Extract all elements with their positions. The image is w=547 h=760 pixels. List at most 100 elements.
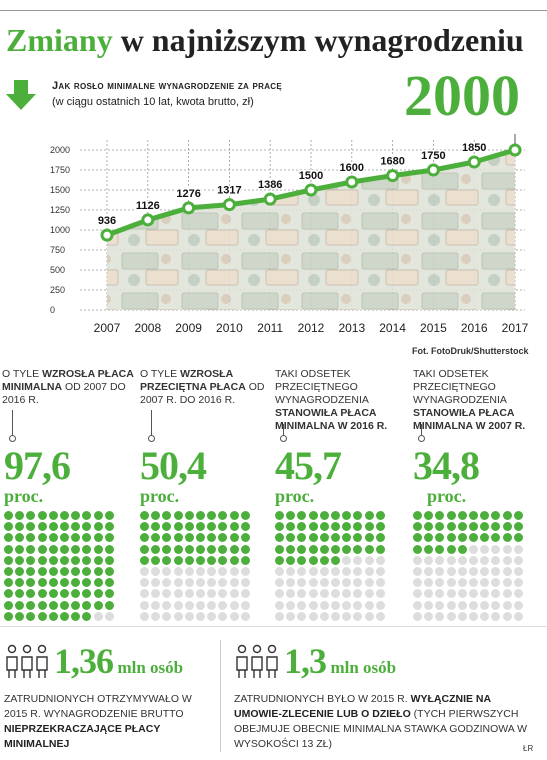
- waffle-dot-empty: [297, 589, 307, 599]
- waffle-dot-empty: [240, 611, 250, 621]
- waffle-dot-empty: [330, 600, 340, 610]
- waffle-grid: [413, 511, 525, 623]
- y-tick-label: 2000: [50, 145, 70, 155]
- waffle-dot-empty: [491, 555, 501, 565]
- waffle-dot-filled: [275, 544, 284, 554]
- waffle-dot-filled: [104, 600, 114, 610]
- waffle-dot-filled: [71, 544, 81, 554]
- waffle-dot-empty: [446, 578, 456, 588]
- fact-description: Zatrudnionych było w 2015 r. wyłącznie n…: [234, 693, 528, 750]
- waffle-dot-empty: [330, 566, 340, 576]
- waffle-dot-empty: [364, 589, 374, 599]
- waffle-dot-empty: [342, 578, 352, 588]
- waffle-dot-empty: [140, 566, 149, 576]
- waffle-dot-filled: [457, 511, 467, 520]
- waffle-dot-filled: [71, 578, 81, 588]
- waffle-dot-empty: [286, 578, 296, 588]
- y-tick-label: 750: [50, 245, 65, 255]
- waffle-dot-empty: [375, 578, 385, 588]
- waffle-dot-filled: [308, 544, 318, 554]
- waffle-dot-filled: [93, 555, 103, 565]
- waffle-dot-filled: [195, 544, 205, 554]
- stat-block-2: O tyle wzrosła przeciętna płaca od 2007 …: [140, 368, 275, 621]
- waffle-dot-filled: [48, 589, 58, 599]
- waffle-dot-empty: [424, 611, 434, 621]
- people-icon: [6, 644, 48, 678]
- waffle-dot-empty: [491, 611, 501, 621]
- waffle-dot-filled: [330, 533, 340, 543]
- title-rest: w najniższym wynagrodzeniu: [112, 22, 524, 58]
- pointer-line: [12, 410, 13, 438]
- stat-description: O tyle wzrosła przeciętna płaca od 2007 …: [140, 368, 265, 406]
- waffle-dot-empty: [480, 589, 490, 599]
- waffle-dot-filled: [162, 533, 172, 543]
- waffle-dot-filled: [48, 600, 58, 610]
- waffle-dot-empty: [93, 611, 103, 621]
- waffle-dot-empty: [319, 578, 329, 588]
- y-tick-label: 1500: [50, 185, 70, 195]
- waffle-dot-empty: [286, 611, 296, 621]
- waffle-dot-empty: [207, 600, 217, 610]
- waffle-dot-filled: [93, 511, 103, 520]
- waffle-dot-filled: [4, 589, 13, 599]
- waffle-dot-empty: [240, 600, 250, 610]
- waffle-dot-filled: [413, 533, 422, 543]
- waffle-dot-filled: [4, 566, 13, 576]
- waffle-dot-filled: [26, 533, 36, 543]
- waffle-dot-filled: [502, 522, 512, 532]
- waffle-dot-filled: [286, 511, 296, 520]
- stat-unit: proc.: [4, 486, 44, 506]
- data-label: 1317: [217, 185, 241, 197]
- waffle-dot-filled: [435, 511, 445, 520]
- waffle-dot-filled: [297, 533, 307, 543]
- waffle-dot-filled: [184, 511, 194, 520]
- waffle-dot-filled: [82, 555, 92, 565]
- waffle-dot-empty: [413, 566, 422, 576]
- waffle-dot-empty: [435, 611, 445, 621]
- chart-subtitle: (w ciągu ostatnich 10 lat, kwota brutto,…: [52, 96, 254, 108]
- waffle-dot-filled: [480, 522, 490, 532]
- waffle-dot-filled: [240, 511, 250, 520]
- waffle-dot-filled: [59, 522, 69, 532]
- waffle-dot-filled: [140, 555, 149, 565]
- waffle-dot-empty: [140, 578, 149, 588]
- waffle-dot-empty: [364, 566, 374, 576]
- waffle-dot-filled: [4, 511, 13, 520]
- waffle-dot-empty: [375, 555, 385, 565]
- waffle-dot-filled: [297, 522, 307, 532]
- waffle-dot-empty: [435, 555, 445, 565]
- waffle-dot-filled: [308, 511, 318, 520]
- x-tick-label: 2007: [94, 321, 121, 335]
- waffle-dot-empty: [424, 589, 434, 599]
- waffle-dot-empty: [457, 566, 467, 576]
- waffle-dot-empty: [218, 589, 228, 599]
- waffle-dot-filled: [207, 555, 217, 565]
- waffle-dot-empty: [457, 589, 467, 599]
- waffle-dot-filled: [457, 544, 467, 554]
- waffle-dot-filled: [104, 589, 114, 599]
- waffle-dot-filled: [15, 611, 25, 621]
- waffle-dot-filled: [71, 566, 81, 576]
- section-divider: [0, 626, 547, 627]
- waffle-dot-filled: [229, 522, 239, 532]
- waffle-dot-empty: [330, 578, 340, 588]
- waffle-dot-filled: [59, 533, 69, 543]
- waffle-dot-filled: [26, 578, 36, 588]
- waffle-dot-filled: [480, 533, 490, 543]
- column-divider: [220, 640, 221, 752]
- waffle-dot-empty: [375, 611, 385, 621]
- waffle-dot-filled: [26, 522, 36, 532]
- waffle-dot-filled: [37, 511, 47, 520]
- waffle-dot-filled: [37, 544, 47, 554]
- waffle-dot-empty: [275, 611, 284, 621]
- waffle-dot-filled: [207, 522, 217, 532]
- waffle-dot-filled: [342, 533, 352, 543]
- waffle-dot-filled: [240, 522, 250, 532]
- waffle-dot-filled: [286, 544, 296, 554]
- waffle-dot-filled: [26, 611, 36, 621]
- y-tick-label: 1750: [50, 165, 70, 175]
- data-point: [100, 228, 114, 242]
- waffle-dot-filled: [308, 522, 318, 532]
- waffle-dot-filled: [207, 544, 217, 554]
- waffle-dot-filled: [491, 511, 501, 520]
